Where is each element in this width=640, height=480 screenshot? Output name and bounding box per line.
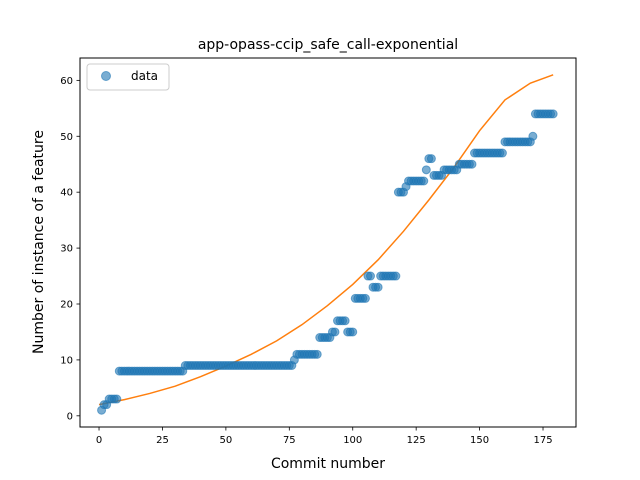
data-point [391,271,401,281]
data-point [373,282,383,292]
data-point [467,159,477,169]
legend: data [86,63,170,91]
data-point [421,165,431,175]
y-tick-label: 10 [60,355,73,366]
x-tick-label: 150 [470,435,489,446]
fit-line [98,74,554,406]
data-point [497,148,507,158]
data-point [419,176,429,186]
x-tick-label: 75 [283,435,296,446]
scatter-points-layer [97,109,558,415]
plot-area [80,58,576,427]
x-tick-label: 100 [343,435,362,446]
data-point [312,349,322,359]
data-point [340,316,350,326]
y-tick-label: 30 [60,244,73,255]
data-point [528,131,538,141]
x-tick-label: 25 [156,435,169,446]
legend-box [86,63,170,91]
data-point [548,109,558,119]
y-tick-label: 50 [60,132,73,143]
y-tick-label: 20 [60,300,73,311]
x-tick-label: 175 [533,435,552,446]
data-point [360,293,370,303]
y-tick-label: 40 [60,188,73,199]
data-point [426,154,436,164]
fit-line-layer [98,74,554,406]
legend-label: data [131,69,158,83]
data-point [330,327,340,337]
data-point [112,394,122,404]
y-tick-label: 0 [67,411,73,422]
chart-title: app-opass-ccip_safe_call-exponential [198,37,458,53]
x-tick-label: 0 [96,435,102,446]
y-axis-title: Number of instance of a feature [31,130,47,354]
y-axis-ticks: 0 10 20 30 40 50 60 [60,76,80,422]
data-point [348,327,358,337]
data-point [366,271,375,281]
legend-marker [101,71,111,81]
y-tick-label: 60 [60,76,73,87]
x-tick-label: 50 [220,435,233,446]
x-axis-title: Commit number [271,456,385,472]
x-axis-ticks: 0 25 50 75 100 125 150 175 [96,427,553,446]
x-tick-label: 125 [407,435,426,446]
axes-frame [79,57,577,428]
